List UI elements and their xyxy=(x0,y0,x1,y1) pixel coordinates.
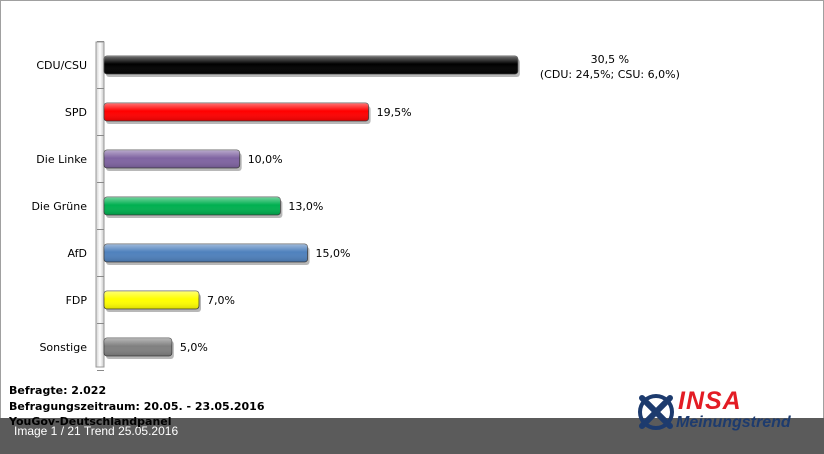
bar-highlight xyxy=(104,244,308,262)
value-label: 10,0% xyxy=(248,153,283,166)
category-label: Sonstige xyxy=(39,341,87,354)
category-label: AfD xyxy=(68,247,87,260)
value-label: 15,0% xyxy=(316,247,351,260)
logo-brand: INSA xyxy=(678,387,742,415)
value-label: 5,0% xyxy=(180,341,208,354)
y-axis-wall-face xyxy=(95,41,105,368)
bar-chart: CDU/CSU SPD Die Linke Die Grüne AfD FDP Sonsti… xyxy=(31,41,680,371)
footer-caption: Image 1 / 21 Trend 25.05.2016 xyxy=(14,424,179,438)
insa-logo: INSA Meinungstrend xyxy=(636,388,816,436)
bar-highlight xyxy=(104,197,281,215)
category-labels: CDU/CSU SPD Die Linke Die Grüne AfD FDP Sonsti… xyxy=(31,59,87,354)
panel-text: YouGov-Deutschlandpanel xyxy=(9,415,172,428)
category-label: SPD xyxy=(65,106,87,119)
respondents-text: Befragte: 2.022 xyxy=(9,384,107,397)
y-axis-ticks xyxy=(97,41,104,371)
value-labels: 30,5 % (CDU: 24,5%; CSU: 6,0%) 19,5% 10,0% 1… xyxy=(180,53,680,354)
value-label: 7,0% xyxy=(207,294,235,307)
bar-highlight xyxy=(104,150,240,168)
bar-highlight xyxy=(104,338,172,356)
x-circle-icon xyxy=(638,394,674,430)
value-label: 30,5 % xyxy=(591,53,629,66)
value-label: 19,5% xyxy=(377,106,412,119)
value-label: 13,0% xyxy=(288,200,323,213)
category-label: FDP xyxy=(66,294,88,307)
bar-highlight xyxy=(104,103,369,121)
survey-period-text: Befragungszeitraum: 20.05. - 23.05.2016 xyxy=(9,400,265,413)
bar-highlight xyxy=(104,291,199,309)
value-sublabel: (CDU: 24,5%; CSU: 6,0%) xyxy=(540,68,680,81)
category-label: CDU/CSU xyxy=(36,59,87,72)
y-axis-wall xyxy=(95,41,105,368)
bar-highlight xyxy=(104,56,518,74)
bars-group xyxy=(103,55,520,359)
footer-bar xyxy=(0,418,824,454)
logo-subtitle: Meinungstrend xyxy=(676,414,791,431)
category-label: Die Grüne xyxy=(31,200,87,213)
category-label: Die Linke xyxy=(36,153,87,166)
